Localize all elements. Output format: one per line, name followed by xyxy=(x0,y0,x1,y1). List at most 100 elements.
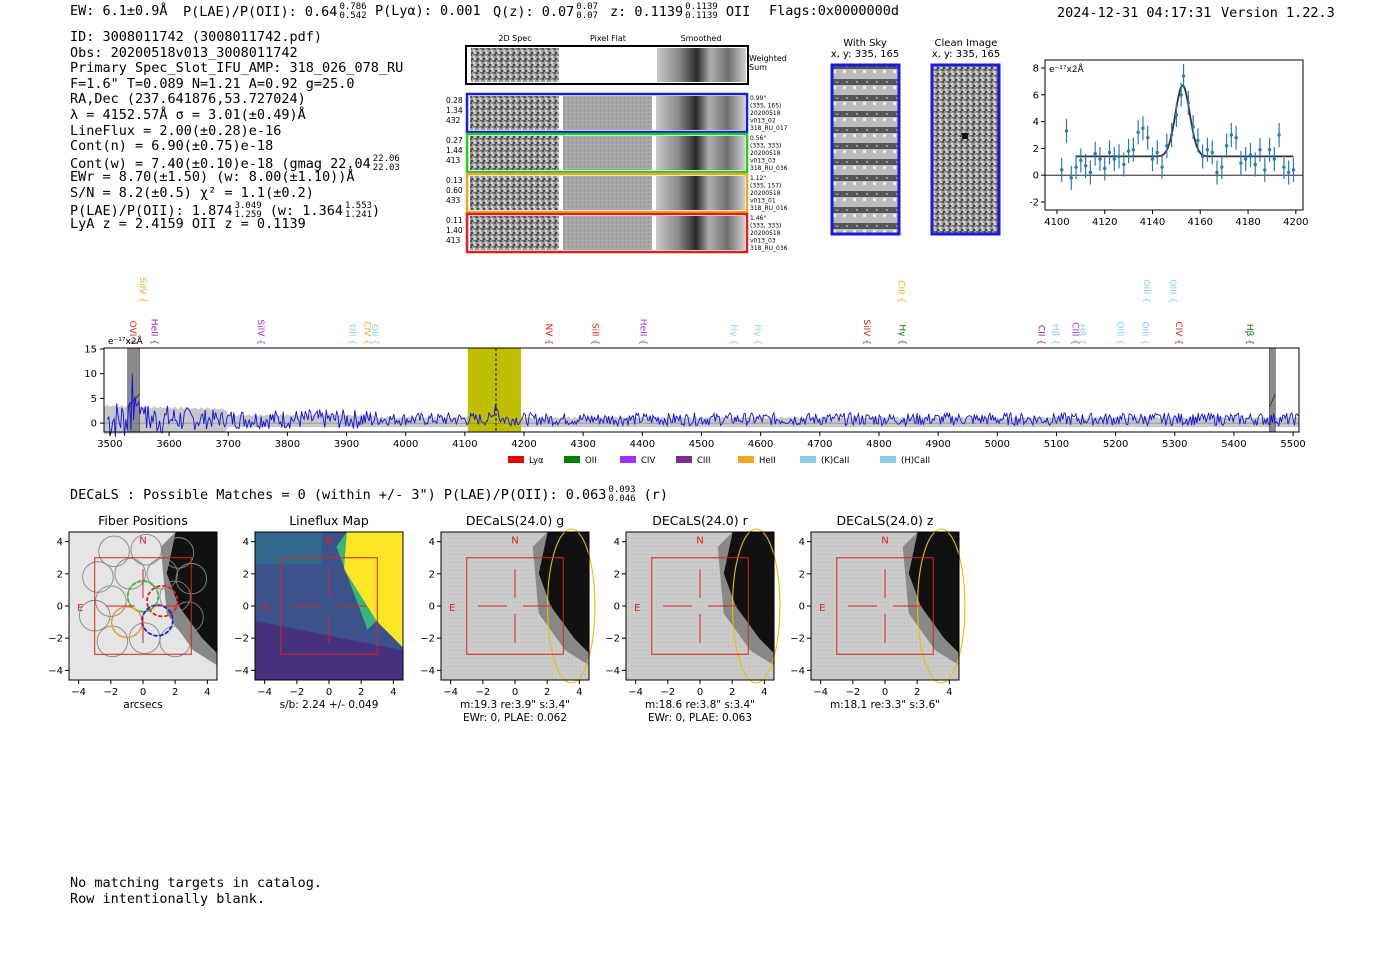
zoom-data-point xyxy=(1286,160,1291,185)
panel-x-tick-label: −2 xyxy=(475,687,490,698)
cutout-row-meta: v013_02 xyxy=(750,118,776,125)
panel-y-tick-label: −4 xyxy=(48,666,63,677)
decals-panel: Lineflux Map N E 4 2 0 −2 −4 −4 −2 0 2 4 s/b: 2.24 +/… xyxy=(234,513,404,711)
north-marker: N xyxy=(511,535,518,546)
zoom-data-point xyxy=(1069,165,1073,190)
zoom-data-point xyxy=(1169,122,1174,148)
panel-x-tick-label: 4 xyxy=(576,687,582,698)
zoom-data-point xyxy=(1131,137,1136,162)
line-mark-label: OIII { xyxy=(1167,279,1177,303)
line-mark-label: CII { xyxy=(1036,325,1046,345)
panel-x-tick-label: 2 xyxy=(914,687,920,698)
line-mark-label: OVI { xyxy=(127,321,137,345)
zoom-fit-curve xyxy=(1076,84,1294,158)
line-mark-label: SiIV { xyxy=(137,277,147,303)
full-x-tick-label: 4100 xyxy=(452,439,477,450)
header-ew: EW: 6.1±0.9Å xyxy=(70,3,168,19)
line-mark-label: Hβ { xyxy=(1244,324,1254,345)
zoom-data-point xyxy=(1243,147,1248,172)
full-x-tick-label: 4300 xyxy=(570,439,595,450)
info-ewr: EWr = 8.70(±1.50) (w: 8.00(±1.10))Å xyxy=(70,169,355,186)
full-x-tick-label: 3500 xyxy=(97,439,122,450)
zoom-x-tick-label: 4200 xyxy=(1283,217,1308,228)
weighted-sum-row: Weighted Sum xyxy=(465,45,787,85)
col-smoothed: Smoothed xyxy=(681,34,722,43)
svg-text:Sum: Sum xyxy=(749,63,767,72)
cutout-row-meta: 1.12" xyxy=(750,175,766,182)
panel-x-tick-label: 0 xyxy=(512,687,518,698)
line-mark-label: SiII { xyxy=(590,323,600,345)
legend-entry: (K)CaII xyxy=(800,456,849,465)
panel-y-tick-label: −4 xyxy=(234,666,249,677)
decals-panel: DECaLS(24.0) r N E 4 2 0 −2 −4 −4 −2 0 2 4 m:18.6 re:… xyxy=(605,513,781,724)
zoom-y-tick-label: 0 xyxy=(1033,171,1039,182)
zoom-data-point xyxy=(1083,153,1088,178)
legend-entry: OII xyxy=(564,456,597,465)
panel-caption: m:18.6 re:3.8" s:3.4" xyxy=(645,699,755,711)
line-mark-label: Hγ { xyxy=(752,324,762,345)
full-x-tick-label: 5300 xyxy=(1162,439,1187,450)
zoom-data-point xyxy=(1253,152,1257,177)
zoom-data-point xyxy=(1150,147,1155,172)
panel-title: Fiber Positions xyxy=(98,513,188,528)
east-marker: E xyxy=(634,603,640,614)
zoom-data-point xyxy=(1220,155,1224,180)
header-qz: Q(z): 0.07 0.07 0.07 xyxy=(493,2,598,21)
cutout-grid: 2D Spec Pixel Flat Smoothed Weighted Sum… xyxy=(446,34,788,254)
zoom-data-point xyxy=(1282,155,1286,180)
zoom-y-tick-label: 2 xyxy=(1033,144,1039,155)
zoom-x-tick-label: 4160 xyxy=(1188,217,1213,228)
panel-x-tick-label: 0 xyxy=(326,687,332,698)
zoom-data-point xyxy=(1098,147,1102,172)
full-x-tick-label: 5200 xyxy=(1103,439,1128,450)
zoom-y-tick-label: -2 xyxy=(1030,197,1039,208)
panel-x-tick-label: 4 xyxy=(761,687,767,698)
info-cont-w: Cont(w) = 7.40(±0.10)e-18 (gmag 22.04 22.… xyxy=(70,153,400,173)
panel-y-tick-label: −4 xyxy=(605,666,620,677)
panel-y-tick-label: 0 xyxy=(429,602,435,613)
full-y-tick-label: 0 xyxy=(91,419,97,430)
full-x-tick-label: 5000 xyxy=(985,439,1010,450)
svg-text:OII: OII xyxy=(585,456,597,465)
cutout-row-meta: 20200518 xyxy=(750,110,781,117)
decals-panels: Fiber Positions N E 4 2 0 −2 −4 −4 −2 0 2 4 arcsecs Li… xyxy=(48,513,966,724)
full-y-tick-label: 5 xyxy=(91,394,97,405)
header-flags: Flags:0x0000000d xyxy=(769,3,900,19)
zoom-data-point xyxy=(1205,137,1210,162)
zoom-data-point xyxy=(1155,140,1159,165)
panel-y-tick-label: −4 xyxy=(420,666,435,677)
info-radec: RA,Dec (237.641876,53.727024) xyxy=(70,91,306,108)
full-x-tick-label: 4900 xyxy=(925,439,950,450)
panel-caption: m:19.3 re:3.9" s:3.4" xyxy=(460,699,570,711)
header-plae: P(LAE)/P(OII): 0.64 0.786 0.542 xyxy=(183,2,367,21)
line-mark-label: OIII { xyxy=(1114,321,1124,345)
cutout-row-meta: 20200518 xyxy=(750,150,781,157)
full-masked-hatch xyxy=(1269,394,1276,407)
full-x-tick-label: 4500 xyxy=(689,439,714,450)
full-x-tick-label: 4000 xyxy=(393,439,418,450)
panel-x-tick-label: −4 xyxy=(813,687,828,698)
panel-y-tick-label: −2 xyxy=(48,634,63,645)
panel-x-tick-label: 2 xyxy=(358,687,364,698)
zoom-data-point xyxy=(1107,140,1112,165)
zoom-data-point xyxy=(1079,148,1083,173)
col-2d-spec: 2D Spec xyxy=(498,34,531,43)
panel-caption: arcsecs xyxy=(123,699,162,711)
decals-panel: DECaLS(24.0) g N E 4 2 0 −2 −4 −4 −2 0 2 4 m:19.3 re:… xyxy=(420,513,596,724)
panel-y-tick-label: 0 xyxy=(614,602,620,613)
north-marker: N xyxy=(881,535,888,546)
full-x-tick-label: 5500 xyxy=(1280,439,1305,450)
zoom-data-point xyxy=(1064,118,1069,144)
cutout-row-meta: v013_01 xyxy=(750,198,776,205)
panel-y-tick-label: −2 xyxy=(420,634,435,645)
cutout-row-meta: v013_03 xyxy=(750,158,776,165)
footer-line-1: No matching targets in catalog. xyxy=(70,875,322,891)
cutout-row-meta: 20200518 xyxy=(750,230,781,237)
panel-y-tick-label: 0 xyxy=(799,602,805,613)
cutout-row-stat: 0.27 xyxy=(446,136,463,145)
zoom-data-point xyxy=(1200,144,1205,169)
svg-text:HeII: HeII xyxy=(759,456,776,465)
footer-note: No matching targets in catalog. Row inte… xyxy=(70,875,322,907)
panel-x-tick-label: −2 xyxy=(845,687,860,698)
